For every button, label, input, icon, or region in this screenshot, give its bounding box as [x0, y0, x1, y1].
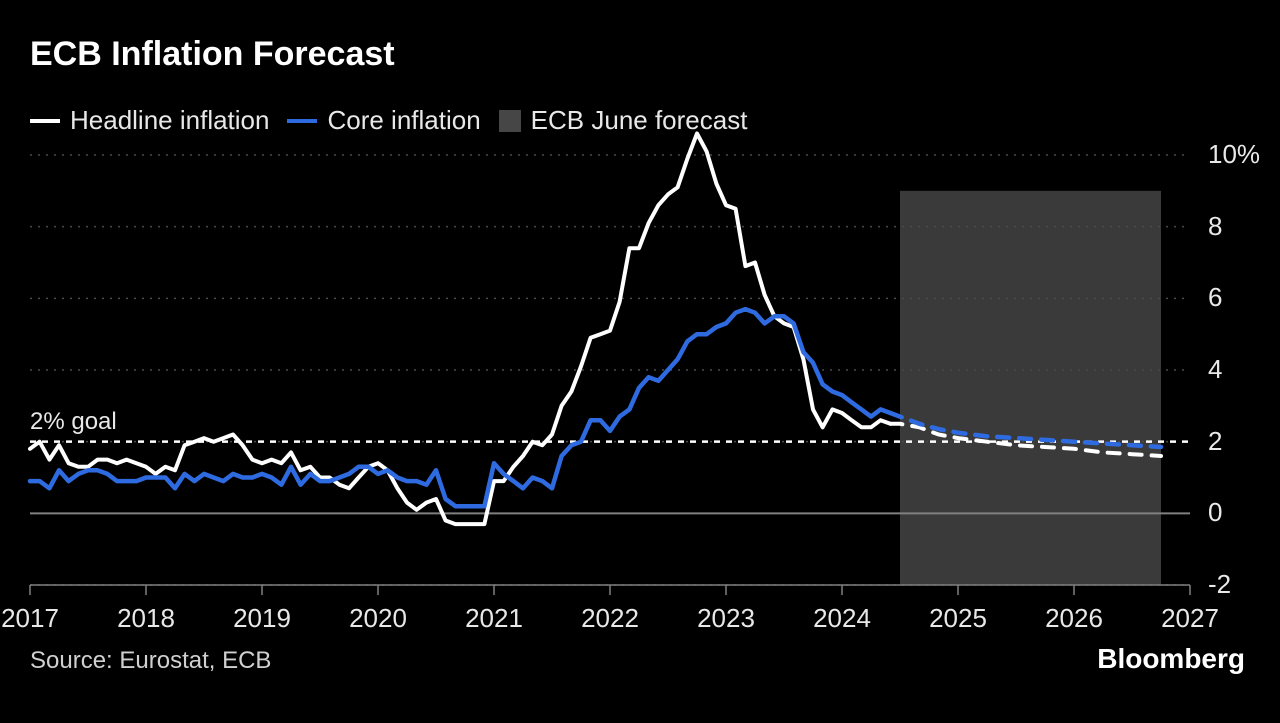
- x-tick-label: 2018: [117, 603, 175, 634]
- y-tick-label: -2: [1208, 569, 1231, 600]
- y-tick-label: 8: [1208, 211, 1222, 242]
- chart-source: Source: Eurostat, ECB: [30, 647, 271, 675]
- y-tick-label: 4: [1208, 354, 1222, 385]
- x-tick-label: 2020: [349, 603, 407, 634]
- y-tick-label: 2: [1208, 426, 1222, 457]
- x-tick-label: 2027: [1161, 603, 1219, 634]
- x-tick-label: 2026: [1045, 603, 1103, 634]
- y-tick-label: 6: [1208, 282, 1222, 313]
- x-tick-label: 2024: [813, 603, 871, 634]
- x-tick-label: 2023: [697, 603, 755, 634]
- x-tick-label: 2021: [465, 603, 523, 634]
- chart-brand: Bloomberg: [1097, 643, 1245, 675]
- y-tick-label: 0: [1208, 497, 1222, 528]
- y-tick-label: 10%: [1208, 139, 1260, 170]
- x-tick-label: 2019: [233, 603, 291, 634]
- chart-container: ECB Inflation Forecast Headline inflatio…: [0, 0, 1280, 723]
- series-line-core: [30, 309, 890, 506]
- series-line-headline: [30, 134, 890, 525]
- x-tick-label: 2025: [929, 603, 987, 634]
- goal-label: 2% goal: [30, 408, 117, 436]
- forecast-band: [900, 191, 1161, 585]
- x-tick-label: 2022: [581, 603, 639, 634]
- x-tick-label: 2017: [1, 603, 59, 634]
